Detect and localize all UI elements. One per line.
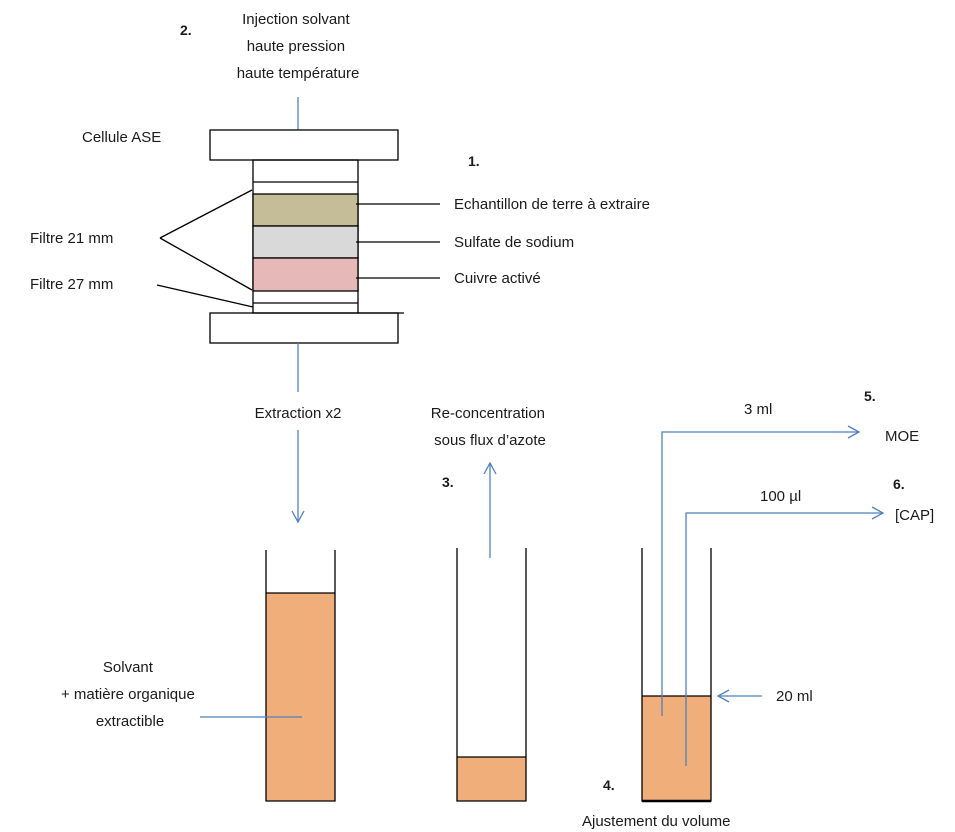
moe-label: MOE [885, 428, 919, 445]
sample-label: Echantillon de terre à extraire [454, 196, 650, 213]
reconc-label: Re-concentration sous flux d’azote [431, 405, 549, 449]
step-5-number: 5. [864, 388, 876, 404]
injection-line-2: haute pression [247, 38, 345, 55]
cell-bottom-cap [209, 312, 399, 344]
layer-copper [252, 257, 359, 292]
filter-21-pointer-up [159, 189, 253, 239]
step-2-number: 2. [180, 22, 192, 38]
level-20ml-label: 20 ml [776, 688, 813, 705]
tube3-liquid [642, 696, 711, 801]
cell-top-cap [209, 129, 399, 161]
solvent-line-3: extractible [96, 713, 164, 730]
filter-27-label: Filtre 27 mm [30, 276, 113, 293]
cell-label: Cellule ASE [82, 129, 161, 146]
cap-label: [CAP] [895, 507, 934, 524]
layer-sample [252, 193, 359, 227]
injection-line-3: haute température [237, 65, 360, 82]
filter-21-label: Filtre 21 mm [30, 230, 113, 247]
extraction-label: Extraction x2 [255, 405, 342, 422]
tube2-liquid [457, 757, 526, 801]
layer-sulfate [252, 225, 359, 259]
tube2-walls [456, 548, 527, 802]
reconc-line-2: sous flux d’azote [434, 432, 546, 449]
solvent-line-2: + matière organique [61, 686, 195, 703]
adjust-label: Ajustement du volume [582, 813, 730, 830]
aliquot-100ul-arrow [685, 506, 885, 766]
step-6-number: 6. [893, 476, 905, 492]
filter-21-pointer-down [159, 237, 253, 291]
step-4-number: 4. [603, 777, 615, 793]
step-1-number: 1. [468, 153, 480, 169]
aliquot-3ml-arrow [661, 425, 861, 716]
injection-label: Injection solvant haute pression haute t… [237, 11, 360, 82]
aliquot-100ul-label: 100 µl [760, 488, 801, 505]
aliquot-3ml-label: 3 ml [744, 401, 772, 418]
step-3-number: 3. [442, 474, 454, 490]
solvent-label: Solvant + matière organique extractible [61, 659, 199, 730]
tube1-walls [265, 550, 336, 802]
tube1-liquid [266, 593, 335, 801]
filter-27-pointer [156, 284, 254, 308]
sulfate-label: Sulfate de sodium [454, 234, 574, 251]
reconc-line-1: Re-concentration [431, 405, 545, 422]
copper-label: Cuivre activé [454, 270, 541, 287]
injection-line-1: Injection solvant [242, 11, 350, 28]
solvent-line-1: Solvant [103, 659, 154, 676]
